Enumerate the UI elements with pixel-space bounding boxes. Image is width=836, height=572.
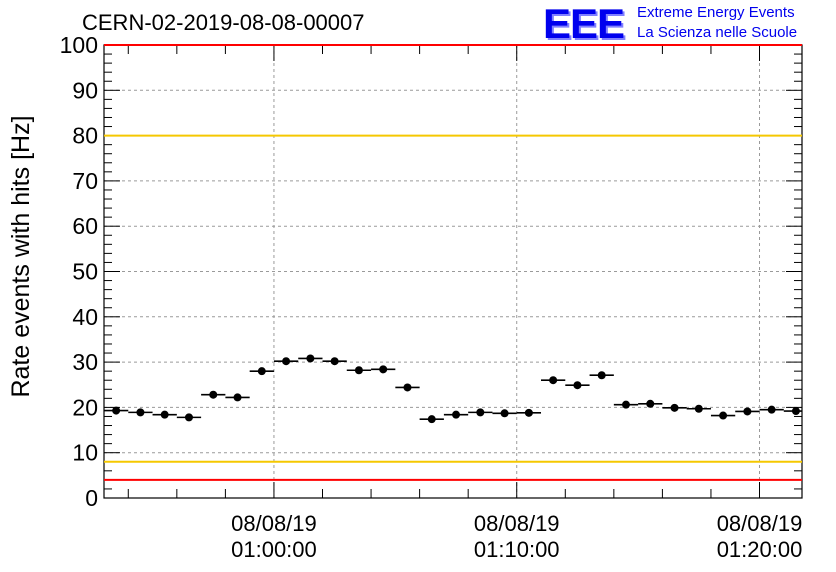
data-point	[403, 383, 412, 392]
data-point	[621, 400, 630, 409]
y-tick-label: 30	[72, 349, 98, 375]
data-point	[524, 408, 533, 417]
data-point	[743, 407, 752, 416]
y-tick-label: 20	[72, 394, 98, 420]
y-tick-label: 70	[72, 168, 98, 194]
y-tick-label: 100	[60, 32, 98, 58]
y-tick-label: 10	[72, 440, 98, 466]
logo-line-2: La Scienza nelle Scuole	[637, 24, 798, 41]
data-point	[646, 399, 655, 408]
data-point	[209, 390, 218, 399]
data-point	[160, 410, 169, 419]
data-point	[476, 408, 485, 417]
data-point	[282, 357, 291, 366]
data-point	[427, 415, 436, 424]
data-point	[549, 376, 558, 385]
x-tick-date-label: 08/08/19	[231, 511, 317, 536]
y-tick-label: 40	[72, 304, 98, 330]
y-tick-label: 50	[72, 259, 98, 285]
data-point	[670, 403, 679, 412]
data-point	[767, 405, 776, 414]
y-tick-label: 90	[72, 77, 98, 103]
data-point	[233, 393, 242, 402]
eee-logo: EEE Extreme Energy Events La Scienza nel…	[543, 2, 833, 46]
data-point	[379, 365, 388, 374]
data-point	[719, 411, 728, 420]
data-point	[452, 410, 461, 419]
data-point	[500, 409, 509, 418]
data-point	[791, 407, 800, 416]
data-point	[597, 371, 606, 380]
data-point	[354, 366, 363, 375]
data-point	[136, 408, 145, 417]
data-point	[330, 357, 339, 366]
eee-logo-mark: EEE	[543, 0, 625, 47]
data-point	[184, 413, 193, 422]
x-tick-date-label: 08/08/19	[717, 511, 803, 536]
data-point	[573, 381, 582, 390]
data-point	[694, 404, 703, 413]
y-tick-label: 60	[72, 213, 98, 239]
y-tick-label: 80	[72, 123, 98, 149]
logo-line-1: Extreme Energy Events	[637, 4, 795, 21]
data-point	[112, 406, 121, 415]
x-tick-date-label: 08/08/19	[474, 511, 560, 536]
chart-title: CERN-02-2019-08-08-00007	[82, 10, 365, 35]
y-axis-label: Rate events with hits [Hz]	[7, 115, 35, 397]
x-tick-time-label: 01:10:00	[474, 537, 560, 562]
data-point	[257, 367, 266, 376]
data-point	[306, 354, 315, 363]
x-tick-time-label: 01:00:00	[231, 537, 317, 562]
x-tick-time-label: 01:20:00	[717, 537, 803, 562]
y-tick-label: 0	[85, 485, 98, 511]
